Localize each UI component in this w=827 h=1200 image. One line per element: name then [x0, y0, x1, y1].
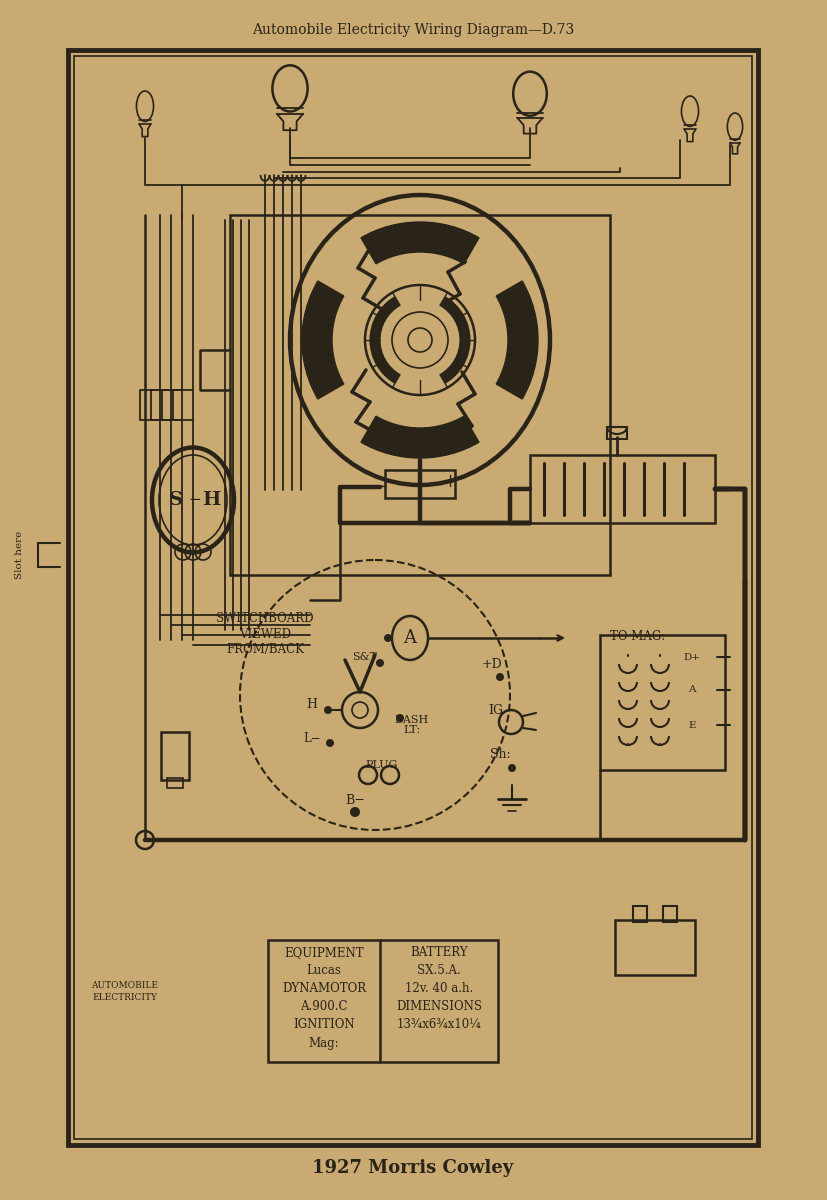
- Wedge shape: [361, 416, 479, 458]
- Text: H: H: [202, 491, 220, 509]
- Text: PLUG: PLUG: [366, 760, 398, 770]
- Bar: [268, 940, 498, 1062]
- Bar: [385, 470, 455, 498]
- Bar: [663, 906, 677, 922]
- Text: +D: +D: [481, 659, 502, 672]
- Circle shape: [496, 673, 504, 680]
- Text: AUTOMOBILE: AUTOMOBILE: [92, 980, 159, 990]
- Text: SWITCHBOARD: SWITCHBOARD: [216, 612, 313, 624]
- Bar: [230, 215, 610, 575]
- Text: −: −: [372, 478, 388, 496]
- Text: FROM/BACK: FROM/BACK: [226, 643, 304, 656]
- Circle shape: [324, 706, 332, 714]
- Text: 1927 Morris Cowley: 1927 Morris Cowley: [313, 1159, 514, 1177]
- Text: ELECTRICITY: ELECTRICITY: [93, 992, 157, 1002]
- Text: D+: D+: [683, 653, 700, 661]
- Circle shape: [384, 634, 392, 642]
- Text: Mag:: Mag:: [308, 1037, 339, 1050]
- Text: −: −: [189, 493, 202, 506]
- Text: SX.5.A.: SX.5.A.: [417, 965, 461, 978]
- Bar: [607, 427, 627, 439]
- Wedge shape: [361, 222, 479, 264]
- Text: EQUIPMENT: EQUIPMENT: [284, 947, 364, 960]
- Text: +: +: [442, 473, 457, 491]
- Text: IGNITION: IGNITION: [294, 1019, 355, 1032]
- Text: BATTERY: BATTERY: [410, 947, 468, 960]
- Wedge shape: [496, 281, 538, 398]
- Bar: [68, 50, 758, 1145]
- Text: E: E: [688, 720, 696, 730]
- Text: Lucas: Lucas: [307, 965, 342, 978]
- Circle shape: [376, 659, 384, 667]
- Text: DIMENSIONS: DIMENSIONS: [396, 1001, 482, 1014]
- Text: TO MAG:: TO MAG:: [610, 630, 665, 643]
- Text: A: A: [688, 685, 696, 695]
- Text: Automobile Electricity Wiring Diagram—D.73: Automobile Electricity Wiring Diagram—D.…: [252, 23, 574, 37]
- Bar: [600, 635, 725, 770]
- Text: H: H: [307, 698, 318, 712]
- Bar: [74, 56, 752, 1139]
- Text: 13¾x6¾x10¼: 13¾x6¾x10¼: [397, 1019, 481, 1032]
- Text: A.900.C: A.900.C: [300, 1001, 347, 1014]
- Bar: [161, 732, 189, 780]
- Text: A: A: [404, 629, 417, 647]
- Text: DYNAMOTOR: DYNAMOTOR: [282, 983, 366, 996]
- Text: LT:: LT:: [404, 725, 421, 734]
- Bar: [167, 778, 183, 788]
- Circle shape: [326, 739, 334, 746]
- Wedge shape: [302, 281, 344, 398]
- Bar: [633, 906, 647, 922]
- Text: L−: L−: [304, 732, 321, 744]
- Circle shape: [350, 806, 360, 817]
- Circle shape: [396, 714, 404, 722]
- Bar: [530, 455, 715, 523]
- Text: 12v. 40 a.h.: 12v. 40 a.h.: [405, 983, 473, 996]
- Text: Sh:: Sh:: [490, 749, 510, 762]
- Text: Slot here: Slot here: [16, 530, 25, 580]
- Text: IG: IG: [489, 703, 504, 716]
- Bar: [615, 920, 695, 974]
- Text: B−: B−: [345, 793, 365, 806]
- Text: S&T: S&T: [352, 652, 377, 662]
- Text: S: S: [169, 491, 183, 509]
- Circle shape: [508, 764, 516, 772]
- Text: DASH: DASH: [394, 715, 429, 725]
- Text: VIEWED: VIEWED: [239, 628, 291, 641]
